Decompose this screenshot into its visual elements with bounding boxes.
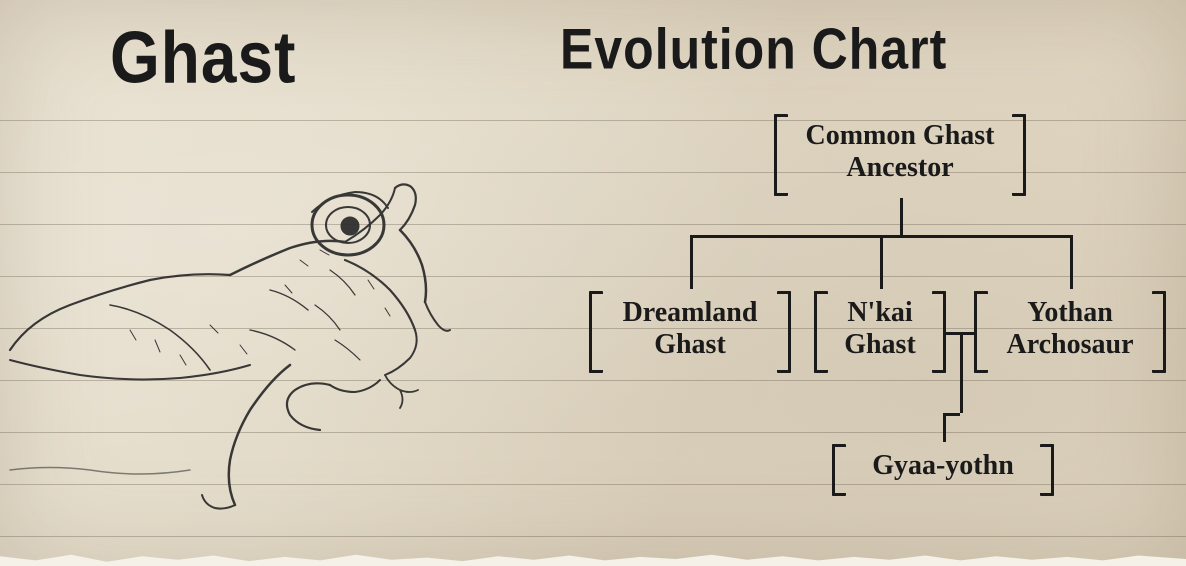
tree-node-b: N'kai Ghast — [820, 297, 940, 367]
creature-sketch — [0, 130, 470, 530]
tree-node-root: Common Ghast Ancestor — [780, 120, 1020, 190]
chart-title: Evolution Chart — [560, 16, 947, 83]
tree-node-c: Yothan Archosaur — [980, 297, 1160, 367]
creature-title: Ghast — [110, 14, 296, 99]
tree-node-d: Gyaa-yothn — [838, 450, 1048, 490]
tree-node-a: Dreamland Ghast — [595, 297, 785, 367]
